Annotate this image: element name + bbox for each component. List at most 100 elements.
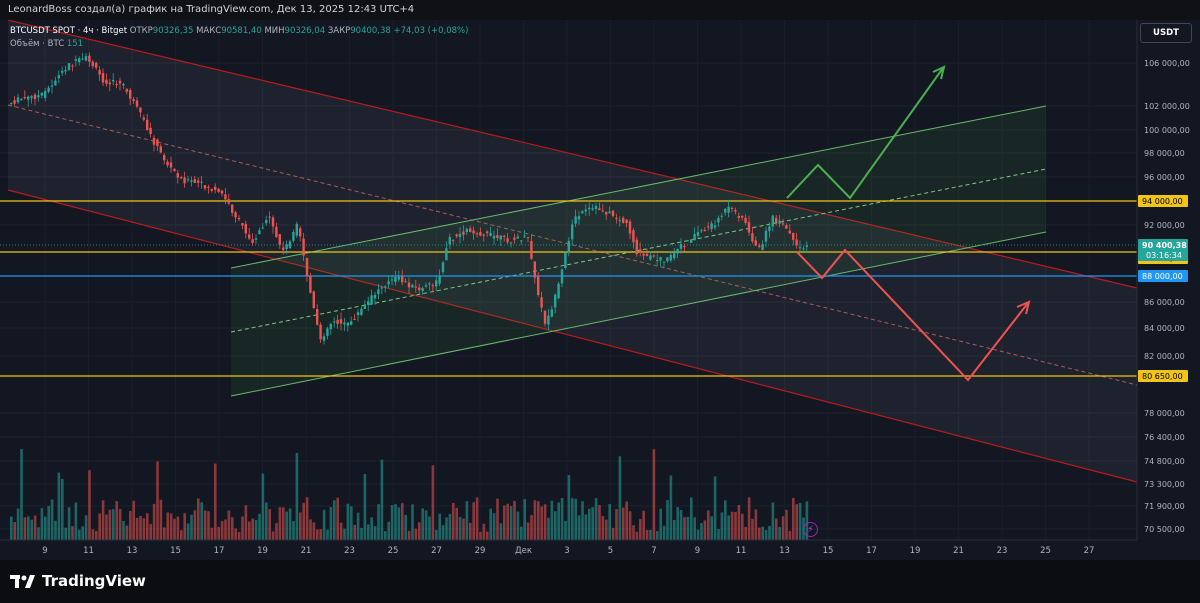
candle [346,321,349,332]
legend-symbol[interactable]: BTCUSDT SPOT · 4ч · Bitget [10,26,128,36]
candle [139,107,142,118]
candle [169,156,173,173]
candle [163,153,166,165]
candle [305,257,309,282]
candle [251,233,254,246]
legend-volume-value: 151 [66,39,84,49]
volume-bar [373,526,377,540]
bullish-arrow-head [932,65,946,80]
candle [778,214,781,228]
candle [598,202,601,211]
candle [479,227,482,237]
candle [265,215,268,226]
candle [771,214,774,232]
volume-bar [649,529,652,540]
candle [278,233,281,249]
candle [248,228,251,241]
volume-bar [339,522,343,540]
candle [411,283,414,288]
volume-bar [622,507,625,540]
candle [666,257,669,263]
candle [591,204,594,211]
candle [503,234,506,242]
volume-bar [754,509,758,540]
volume-bar [343,528,346,540]
candle [737,212,740,223]
candle [166,159,169,168]
volume-bar [244,505,248,540]
candle [577,211,581,225]
candle [615,213,618,224]
volume-bar [71,526,74,540]
volume-bar [431,465,435,540]
candle [700,228,703,234]
candle [758,243,761,249]
volume-bar [666,500,669,540]
candle [74,55,77,67]
candle [190,176,193,187]
candle [47,85,50,94]
volume-bar [84,515,88,540]
candle [584,204,587,216]
candle [438,269,441,287]
volume-bar [588,508,591,540]
volume-bar [635,531,639,540]
legend-volume-label[interactable]: Объём · BTC [10,39,65,49]
volume-bar [23,517,27,540]
chart-area[interactable]: 106 000,00 102 000,00 100 000,00 98 000,00 9… [0,20,1200,560]
currency-button[interactable]: USDT [1140,23,1192,43]
candle [152,135,156,152]
candle [322,333,326,345]
volume-bar [564,521,567,540]
candle [200,175,203,189]
volume-bar [152,503,156,540]
candle [720,213,723,221]
symbol-legend: BTCUSDT SPOT · 4ч · Bitget ОТКР90326,35 … [10,25,468,51]
time-axis-label: 13 [127,546,138,556]
price-level-tag[interactable]: 80 650,00 [1138,370,1188,382]
candle [571,219,574,246]
candle [91,59,94,69]
tradingview-logo[interactable]: TradingView [10,572,146,590]
volume-bar [333,500,336,540]
volume-bar [88,470,91,540]
volume-bar [421,508,424,540]
volume-bar [550,500,554,540]
price-tick-label: 86 000,00 [1144,298,1185,307]
volume-bar [462,518,465,540]
time-axis-label: Дек [515,546,532,556]
volume-bar [554,511,557,540]
legend-high-label: МАКС [196,26,222,36]
volume-bar [125,525,129,540]
candle [710,220,713,233]
volume-bar [186,523,190,540]
candle [10,102,13,106]
candle [57,70,60,84]
candle [363,300,366,309]
lightning-icon[interactable]: ⚡ [803,522,818,537]
volume-bar [261,473,265,540]
price-level-tag[interactable]: 88 000,00 [1138,270,1188,282]
candle [377,283,380,300]
candle [360,306,363,316]
volume-bar [781,516,785,540]
candle [792,232,795,246]
volume-bar [792,497,795,540]
price-level-tag[interactable]: 94 000,00 [1138,195,1188,207]
candle [350,316,353,326]
price-chart[interactable]: 106 000,00 102 000,00 100 000,00 98 000,00 9… [0,20,1200,560]
volume-bar [482,523,486,540]
candle [401,269,404,286]
candle [275,222,278,238]
candle [186,175,190,183]
candle [649,251,652,261]
volume-bar [404,514,407,540]
volume-bar [224,519,227,540]
volume-bar [37,527,40,540]
candle [282,241,285,255]
candle [44,88,47,102]
volume-bar [322,509,326,540]
volume-bar [673,519,676,540]
volume-bar [744,526,747,540]
